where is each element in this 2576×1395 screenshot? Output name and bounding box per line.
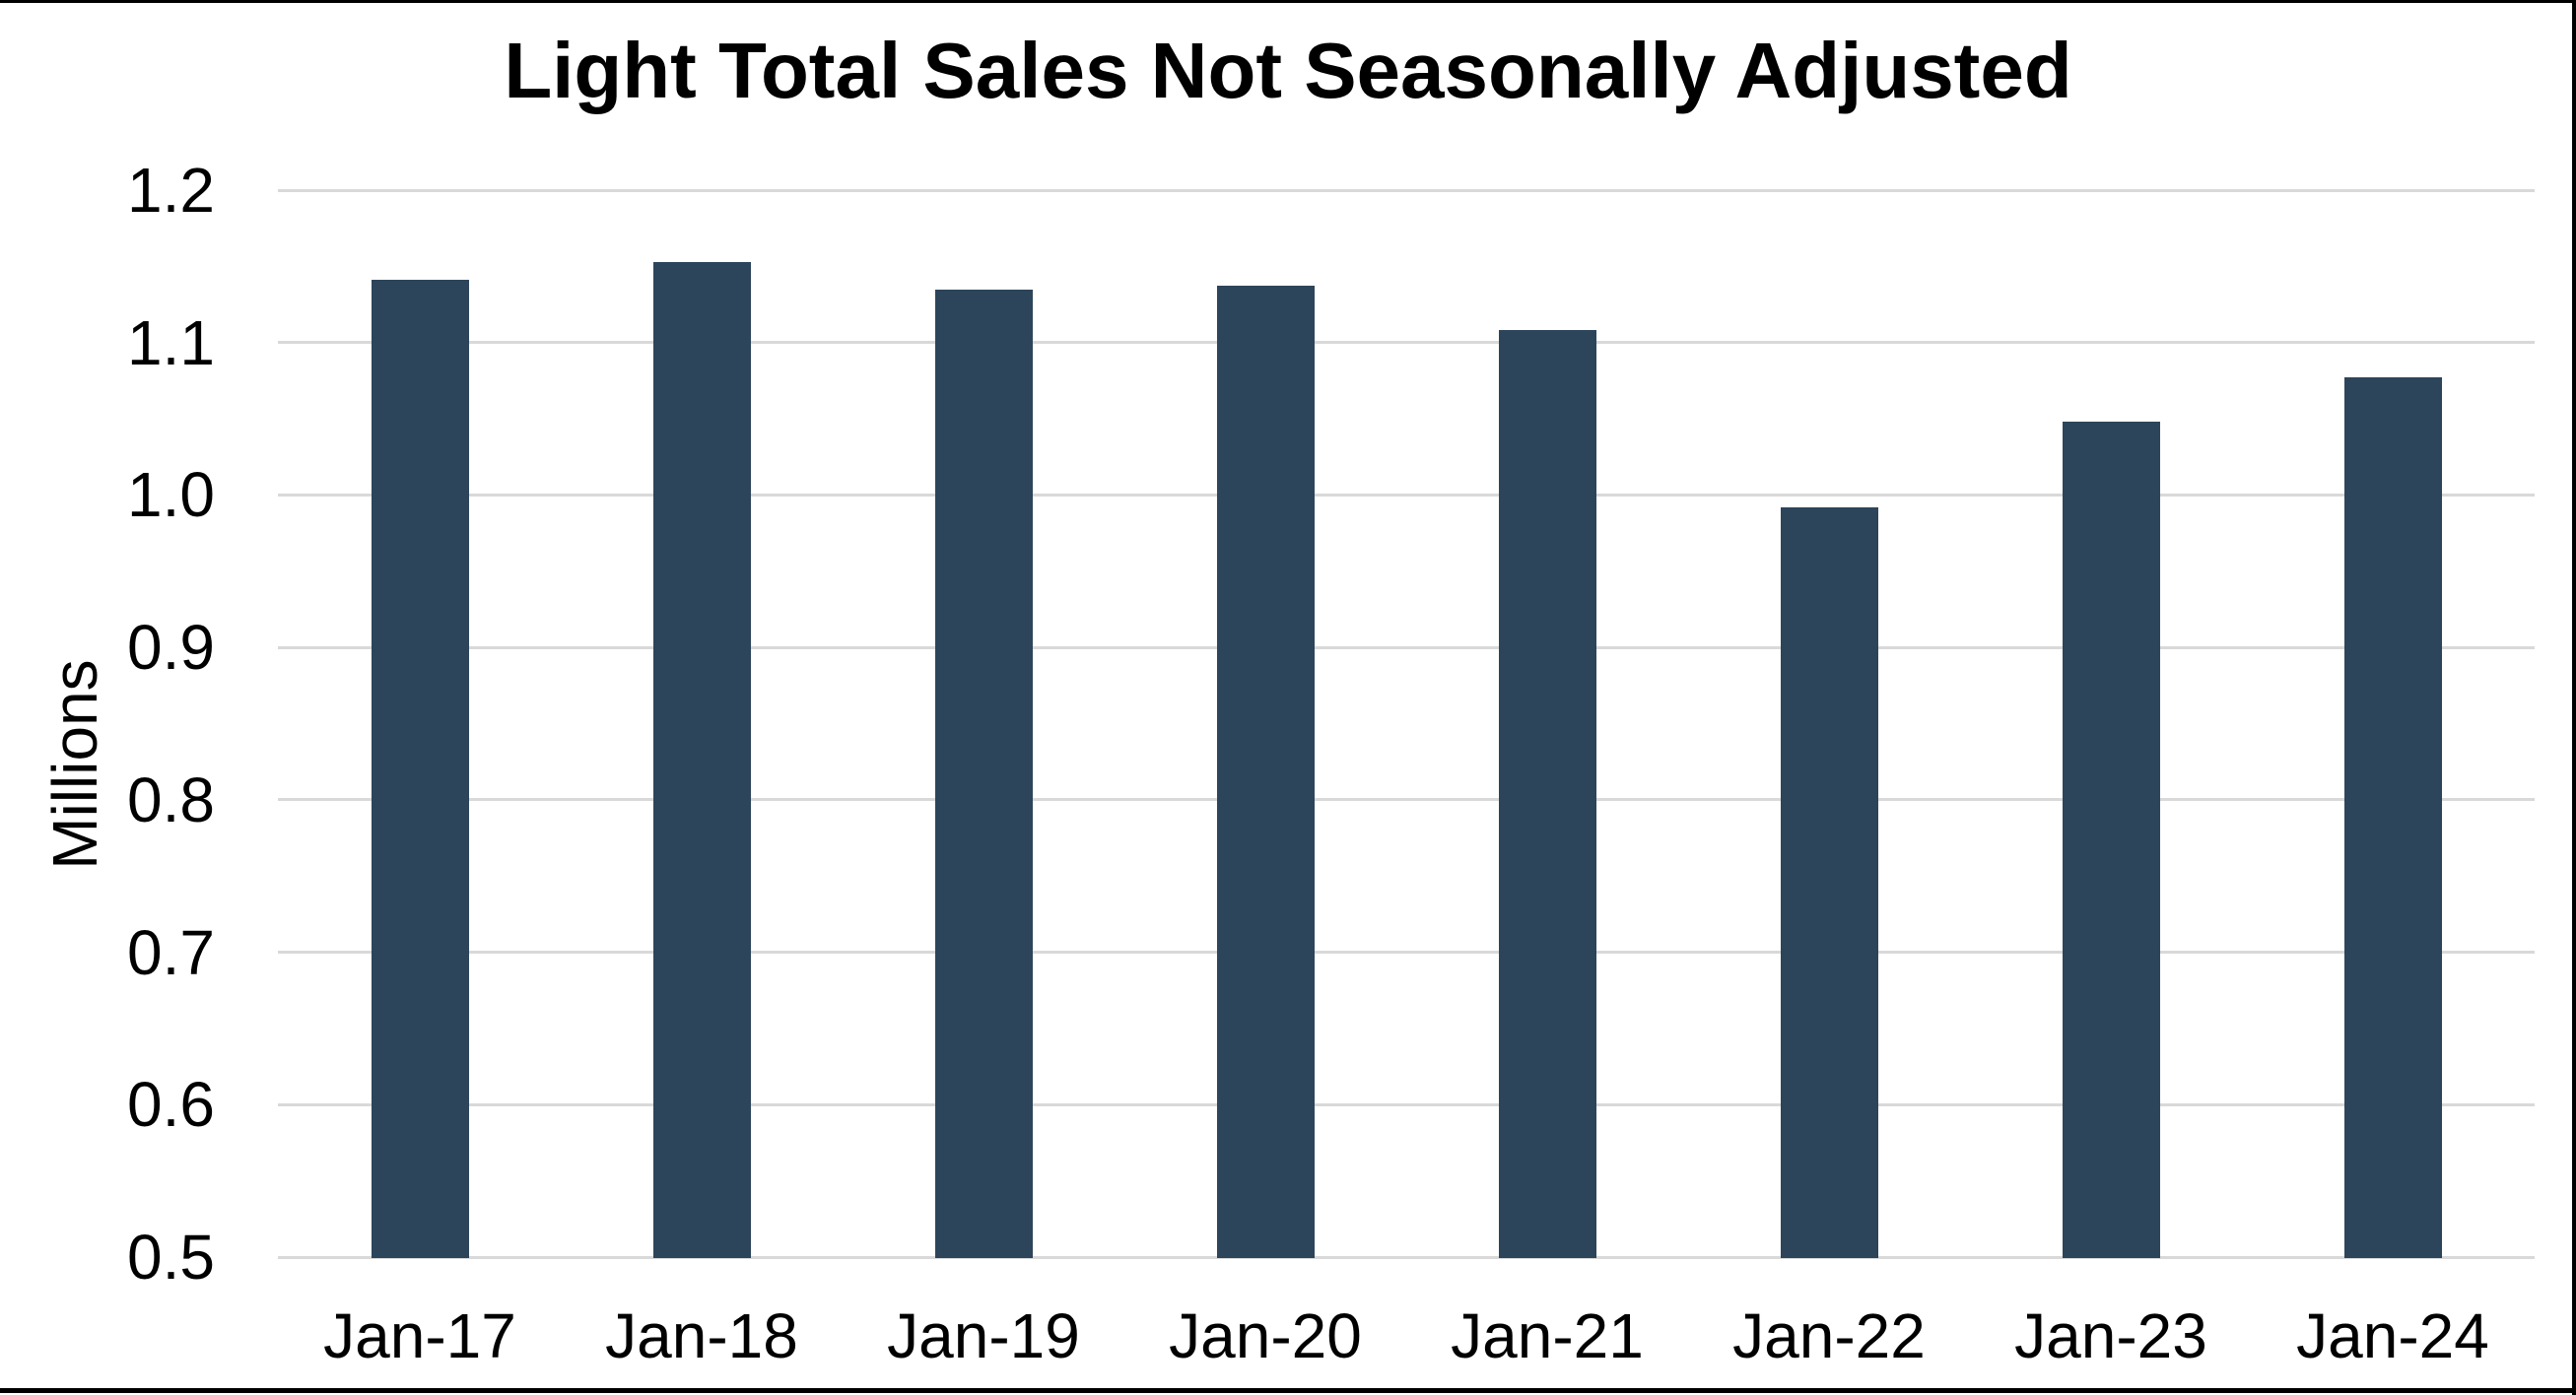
y-tick-label: 0.6 (127, 1069, 215, 1141)
y-tick-label: 1.0 (127, 459, 215, 531)
bar-Jan-18 (652, 261, 751, 1258)
y-tick-label: 1.2 (127, 155, 215, 226)
x-tick-label: Jan-19 (887, 1300, 1080, 1371)
y-tick-label: 0.8 (127, 764, 215, 835)
y-tick-label: 0.5 (127, 1222, 215, 1293)
gridline (278, 645, 2535, 649)
x-tick-label: Jan-21 (1451, 1300, 1644, 1371)
frame-border-top (0, 0, 2576, 3)
y-tick-label: 0.7 (127, 916, 215, 988)
bar-Jan-20 (1216, 286, 1315, 1258)
y-tick-label: 0.9 (127, 612, 215, 684)
gridline (278, 798, 2535, 802)
bar-Jan-23 (2062, 422, 2160, 1258)
gridline (278, 1102, 2535, 1106)
frame-border-bottom (0, 1388, 2576, 1393)
bar-Jan-21 (1498, 330, 1596, 1258)
frame-border-right (2572, 0, 2576, 1395)
bar-Jan-22 (1780, 506, 1878, 1258)
x-tick-label: Jan-24 (2296, 1300, 2489, 1371)
x-tick-label: Jan-20 (1169, 1300, 1362, 1371)
gridline (278, 188, 2535, 192)
bar-Jan-17 (371, 280, 469, 1258)
x-tick-label: Jan-17 (323, 1300, 516, 1371)
gridline (278, 1255, 2535, 1259)
x-tick-label: Jan-18 (605, 1300, 798, 1371)
gridline (278, 951, 2535, 955)
y-tick-label: 1.1 (127, 306, 215, 378)
gridline (278, 341, 2535, 345)
x-tick-label: Jan-23 (2014, 1300, 2207, 1371)
x-tick-label: Jan-22 (1732, 1300, 1926, 1371)
gridline (278, 493, 2535, 497)
chart-title: Light Total Sales Not Seasonally Adjuste… (504, 27, 2072, 114)
bar-Jan-24 (2343, 377, 2442, 1258)
bar-Jan-19 (934, 289, 1033, 1258)
